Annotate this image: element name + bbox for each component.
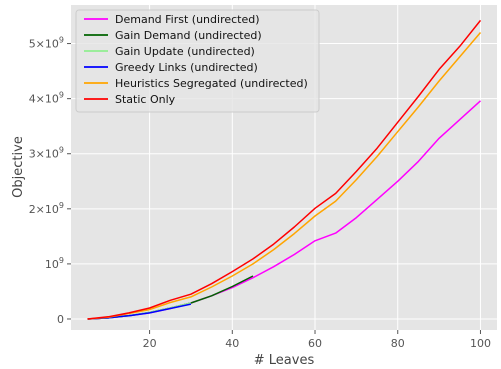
x-tick-label: 40: [225, 337, 239, 350]
x-axis-label: # Leaves: [254, 353, 315, 368]
x-tick-label: 60: [308, 337, 322, 350]
y-axis-label: Objective: [11, 136, 26, 198]
y-tick-label: 109: [45, 256, 64, 271]
y-tick-label-base: 2×10: [29, 203, 59, 216]
y-tick-label-base: 10: [45, 258, 59, 271]
legend: Demand First (undirected) Gain Demand (un…: [75, 9, 320, 113]
legend-label: Greedy Links (undirected): [115, 61, 258, 74]
y-tick-label-exponent: 9: [59, 146, 64, 155]
y-tick-label-base: 3×10: [29, 148, 59, 161]
series-lines: [87, 19, 482, 320]
y-tick-label: 0: [57, 313, 64, 326]
x-tick-label: 80: [391, 337, 405, 350]
y-tick-label-base: 0: [57, 313, 64, 326]
legend-label: Demand First (undirected): [115, 13, 260, 26]
y-tick-label: 3×109: [29, 146, 64, 161]
legend-frame: [75, 9, 320, 113]
y-tick-label-exponent: 9: [59, 201, 64, 210]
legend-label: Heuristics Segregated (undirected): [115, 77, 308, 90]
y-tick-label: 4×109: [29, 91, 64, 106]
y-tick-label-exponent: 9: [59, 256, 64, 265]
y-tick-label: 2×109: [29, 201, 64, 216]
legend-label: Static Only: [115, 93, 176, 106]
y-tick-label-base: 5×10: [29, 38, 59, 51]
series-line-4: [87, 32, 482, 320]
legend-label: Gain Update (undirected): [115, 45, 255, 58]
y-tick-label: 5×109: [29, 36, 64, 51]
legend-label: Gain Demand (undirected): [115, 29, 262, 42]
x-tick-label: 100: [470, 337, 491, 350]
x-tick-label: 20: [143, 337, 157, 350]
series-line-5: [87, 19, 482, 320]
y-tick-label-exponent: 9: [59, 36, 64, 45]
y-tick-label-base: 4×10: [29, 93, 59, 106]
y-tick-label-exponent: 9: [59, 91, 64, 100]
